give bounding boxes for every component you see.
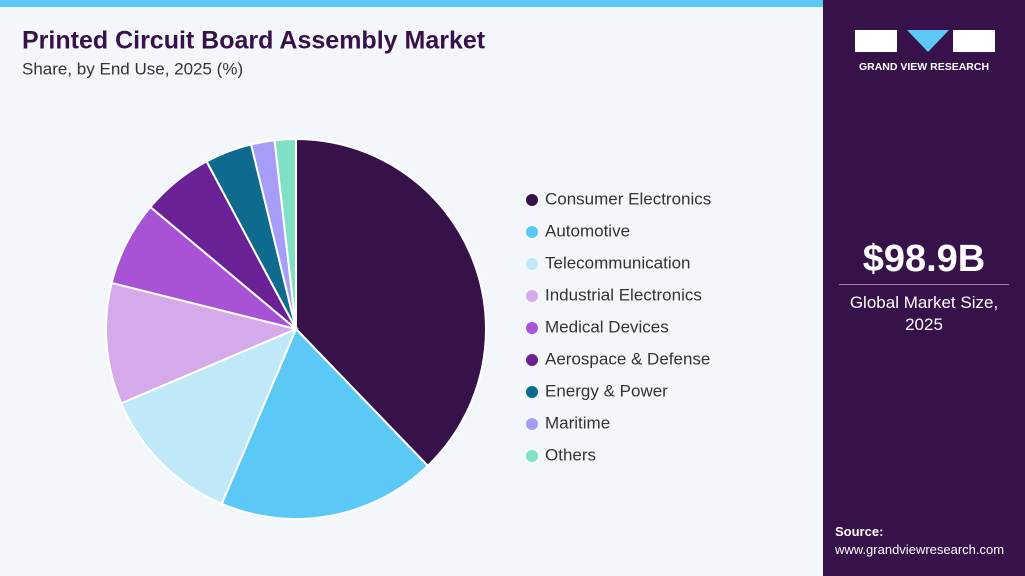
legend: Consumer Electronics Automotive Telecommun… — [526, 189, 711, 464]
pie-slice — [220, 327, 430, 520]
logo-block — [855, 30, 897, 52]
chart-subtitle: Share, by End Use, 2025 (%) — [22, 59, 243, 78]
legend-swatch — [526, 258, 538, 270]
pie-slice — [119, 327, 298, 506]
chart: Printed Circuit Board Assembly Market Sh… — [0, 0, 823, 520]
logo-triangle — [907, 30, 949, 52]
legend-swatch — [526, 194, 538, 206]
divider — [839, 284, 1009, 285]
market-size-label: Global Market Size, 2025 — [849, 293, 999, 334]
pie — [105, 137, 487, 520]
legend-label: Maritime — [545, 413, 610, 432]
legend-label: Telecommunication — [545, 253, 691, 272]
legend-swatch — [526, 322, 538, 334]
legend-swatch — [526, 450, 538, 462]
legend-swatch — [526, 354, 538, 366]
source-url: www.grandviewresearch.com — [835, 542, 1005, 557]
source-label: Source: — [835, 524, 884, 539]
legend-swatch — [526, 418, 538, 430]
brand: GRAND VIEW RESEARCH — [859, 61, 989, 73]
legend-label: Others — [545, 445, 596, 464]
logo: GRAND VIEW RESEARCH — [855, 30, 995, 73]
pie-slice — [105, 281, 300, 405]
legend-label: Medical Devices — [545, 317, 669, 336]
market-size-value: $98.9B — [862, 238, 986, 280]
legend-label: Energy & Power — [545, 381, 668, 400]
logo-block — [953, 30, 995, 52]
top-bar — [0, 0, 823, 7]
pie-slice — [273, 137, 297, 330]
chart-title: Printed Circuit Board Assembly Market — [22, 27, 486, 55]
legend-swatch — [526, 226, 538, 238]
sidebar: GRAND VIEW RESEARCH $98.9B Global Market… — [823, 0, 1025, 576]
legend-label: Industrial Electronics — [545, 285, 702, 304]
legend-label: Consumer Electronics — [545, 189, 711, 208]
pie-slice — [295, 137, 487, 468]
legend-label: Aerospace & Defense — [545, 349, 710, 368]
legend-swatch — [526, 290, 538, 302]
legend-swatch — [526, 386, 538, 398]
legend-label: Automotive — [545, 221, 630, 240]
